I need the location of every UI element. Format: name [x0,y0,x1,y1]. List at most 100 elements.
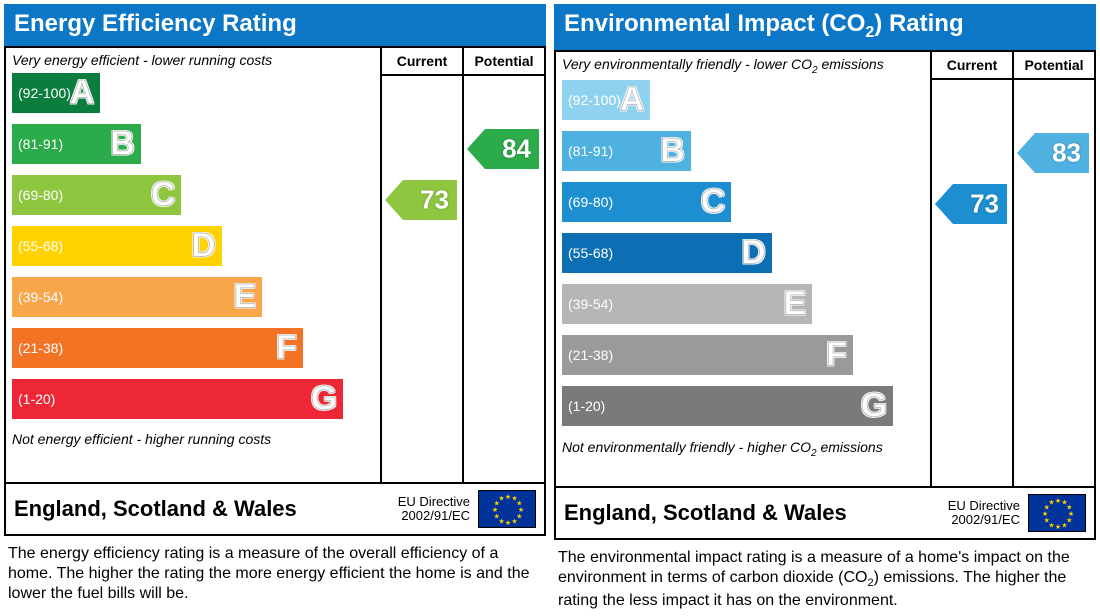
footer-bar: England, Scotland & Wales EU Directive20… [554,488,1096,540]
band-row-A: (92-100)A [12,70,380,115]
directive-label: EU Directive2002/91/EC [948,499,1020,528]
band-range: (92-100) [562,92,621,108]
svg-text:★: ★ [1061,521,1067,529]
rating-grid-env: Very environmentally friendly - lower CO… [554,50,1096,488]
potential-arrow: 84 [467,129,539,169]
bottom-caption: Not environmentally friendly - higher CO… [556,435,930,461]
panel-energy: Energy Efficiency RatingVery energy effi… [4,4,546,611]
band-range: (1-20) [12,391,55,407]
band-letter: F [276,328,297,367]
bands-column: Very energy efficient - lower running co… [6,46,380,482]
band-row-F: (21-38) F [12,325,380,370]
svg-text:★: ★ [1055,497,1061,505]
band-letter: C [701,183,726,222]
band-range: (21-38) [562,347,613,363]
band-letter: B [660,132,685,171]
band-row-B: (81-91) B [562,129,930,174]
band-range: (39-54) [562,296,613,312]
band-letter: A [620,81,645,120]
band-row-C: (69-80) C [562,180,930,225]
title-env: Environmental Impact (CO2) Rating [554,4,1096,50]
band-letter: G [861,387,887,426]
band-range: (21-38) [12,340,63,356]
band-range: (39-54) [12,289,63,305]
current-value: 73 [420,185,449,216]
potential-value: 83 [1052,137,1081,168]
svg-text:★: ★ [1048,499,1054,507]
svg-text:★: ★ [505,519,511,527]
band-bar-G: (1-20) G [12,379,343,419]
band-letter: A [70,73,95,112]
eu-flag-icon: ★★★★★★★★★★★★ [478,490,536,528]
band-range: (55-68) [562,245,613,261]
band-letter: G [311,379,337,418]
band-row-C: (69-80) C [12,172,380,217]
band-bar-D: (55-68) D [562,233,772,273]
blurb-env: The environmental impact rating is a mea… [554,540,1096,611]
current-body: 73 [382,76,462,482]
band-row-E: (39-54) E [12,274,380,319]
region-label: England, Scotland & Wales [564,500,940,526]
band-bar-B: (81-91)B [12,124,141,164]
band-row-F: (21-38) F [562,333,930,378]
potential-header: Potential [464,46,544,76]
bands-column: Very environmentally friendly - lower CO… [556,50,930,486]
rating-grid-energy: Very energy efficient - lower running co… [4,46,546,484]
band-row-G: (1-20) G [562,384,930,429]
band-letter: E [784,285,807,324]
band-row-B: (81-91)B [12,121,380,166]
band-range: (81-91) [12,136,63,152]
band-letter: C [151,175,176,214]
potential-body: 83 [1014,80,1094,486]
potential-column: Potential 83 [1012,50,1094,486]
svg-text:★: ★ [1055,523,1061,531]
band-bar-B: (81-91) B [562,131,691,171]
band-bar-F: (21-38) F [562,335,853,375]
band-bar-E: (39-54) E [12,277,262,317]
band-row-G: (1-20) G [12,376,380,421]
band-bar-E: (39-54) E [562,284,812,324]
band-range: (69-80) [562,194,613,210]
current-arrow: 73 [935,184,1007,224]
blurb-energy: The energy efficiency rating is a measur… [4,536,546,604]
band-bar-C: (69-80) C [562,182,731,222]
current-header: Current [382,46,462,76]
band-letter: F [826,336,847,375]
current-column: Current 73 [380,46,462,482]
current-value: 73 [970,188,999,219]
current-arrow: 73 [385,180,457,220]
band-row-D: (55-68) D [12,223,380,268]
band-range: (69-80) [12,187,63,203]
band-letter: E [234,277,257,316]
potential-column: Potential 84 [462,46,544,482]
band-range: (1-20) [562,398,605,414]
band-range: (55-68) [12,238,63,254]
svg-text:★: ★ [505,493,511,501]
directive-label: EU Directive2002/91/EC [398,495,470,524]
band-range: (92-100) [12,85,71,101]
band-letter: D [191,226,216,265]
band-bar-A: (92-100)A [12,73,100,113]
top-caption: Very energy efficient - lower running co… [6,48,380,70]
svg-text:★: ★ [511,517,517,525]
band-row-E: (39-54) E [562,282,930,327]
eu-flag-icon: ★★★★★★★★★★★★ [1028,494,1086,532]
band-letter: D [741,234,766,273]
svg-text:★: ★ [498,495,504,503]
band-bar-A: (92-100)A [562,80,650,120]
band-bar-D: (55-68) D [12,226,222,266]
footer-bar: England, Scotland & Wales EU Directive20… [4,484,546,536]
band-row-D: (55-68) D [562,231,930,276]
band-range: (81-91) [562,143,613,159]
potential-arrow: 83 [1017,133,1089,173]
current-column: Current 73 [930,50,1012,486]
band-bar-G: (1-20) G [562,386,893,426]
region-label: England, Scotland & Wales [14,496,390,522]
bottom-caption: Not energy efficient - higher running co… [6,427,380,449]
panel-env: Environmental Impact (CO2) RatingVery en… [554,4,1096,611]
title-energy: Energy Efficiency Rating [4,4,546,46]
current-body: 73 [932,80,1012,486]
current-header: Current [932,50,1012,80]
band-row-A: (92-100)A [562,78,930,123]
band-bar-C: (69-80) C [12,175,181,215]
